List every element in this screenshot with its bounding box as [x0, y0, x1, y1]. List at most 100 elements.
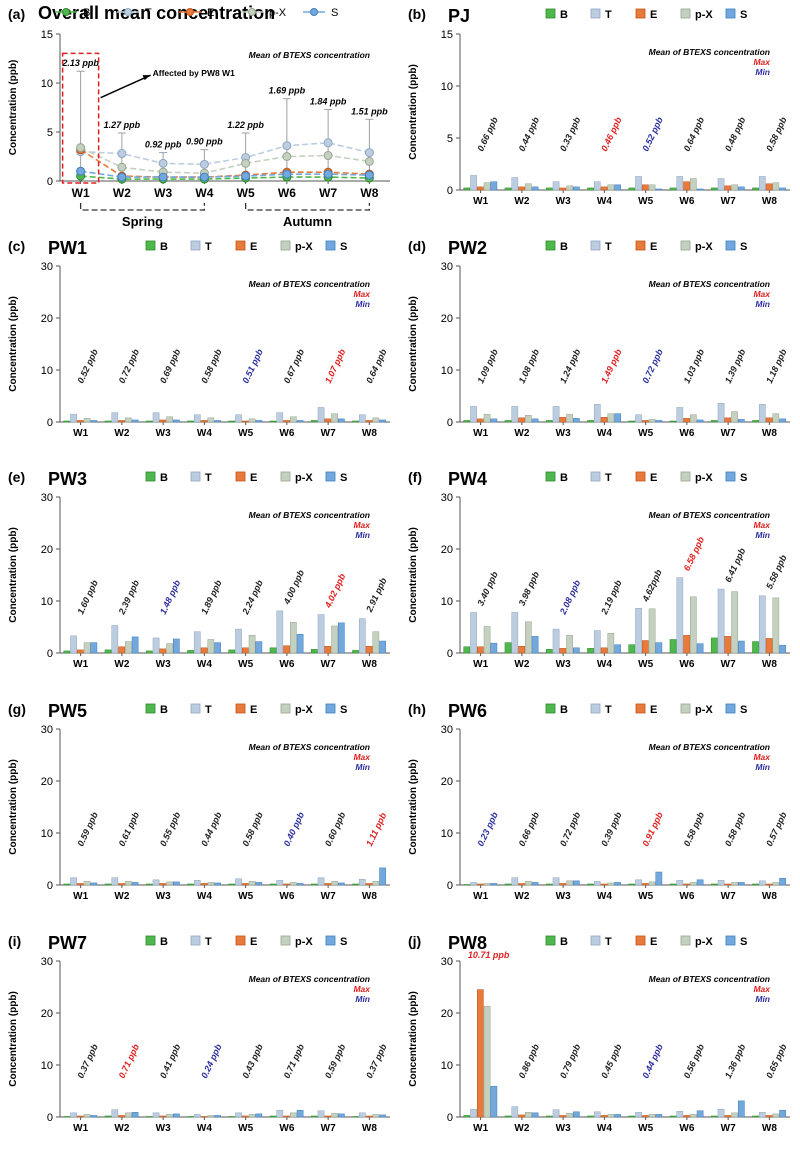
bar-T-W7	[717, 403, 725, 423]
legend-swatch-S	[725, 935, 736, 946]
bar-T-W4	[193, 631, 201, 654]
bar-E-W3	[559, 187, 567, 191]
legend-swatch-E	[635, 471, 646, 482]
bar-p-X-W6	[690, 882, 697, 886]
bar-T-W6	[276, 880, 284, 886]
bar-T-W6	[276, 412, 284, 423]
bar-S-W7	[338, 1113, 345, 1118]
x-tick-label: W6	[279, 659, 294, 670]
x-tick-label: W8	[762, 891, 777, 902]
y-tick-label: 10	[41, 1060, 53, 1072]
bar-B-W7	[310, 883, 318, 886]
bar-E-W1	[476, 989, 484, 1118]
legend-swatch-p-X	[280, 471, 291, 482]
legend-label-E: E	[250, 472, 257, 484]
bar-T-W1	[70, 635, 77, 654]
x-tick-label: W3	[556, 196, 571, 207]
bar-S-W7	[738, 882, 745, 886]
bar-T-W1	[70, 1112, 77, 1118]
bar-E-W2	[518, 883, 525, 886]
legend-swatch-p-X	[680, 935, 691, 946]
bar-B-W2	[104, 1115, 112, 1118]
y-tick-label: 15	[41, 29, 53, 41]
bar-B-W5	[228, 883, 236, 886]
bar-E-W5	[641, 420, 649, 423]
bar-T-W3	[152, 412, 160, 423]
x-tick-label: W4	[195, 186, 213, 200]
bar-S-W3	[173, 881, 180, 886]
bar-p-X-W3	[166, 881, 173, 886]
legend-swatch-B	[145, 703, 156, 714]
x-tick-label: W1	[473, 891, 488, 902]
legend-swatch-E	[235, 935, 246, 946]
mean-label-W8: 0.58 ppb	[764, 115, 789, 153]
point-p-X-W1	[76, 143, 86, 153]
panel-h: (h) PW6 Concentration (ppb) 0 10 20 30 W1 W2 W3 W4…	[408, 701, 790, 902]
legend-swatch-E	[635, 703, 646, 714]
legend-label-p-X: p-X	[295, 704, 313, 716]
legend-label-E: E	[250, 936, 257, 948]
bar-B-W8	[352, 420, 359, 423]
legend-swatch-T	[590, 935, 601, 946]
mean-label-W8: 1.11 ppb	[364, 811, 388, 848]
panel-label: (h)	[408, 701, 426, 717]
bar-B-W4	[587, 187, 594, 191]
legend-label-p-X: p-X	[695, 9, 713, 21]
bar-p-X-W6	[690, 178, 697, 191]
x-tick-label: W5	[237, 186, 255, 200]
bar-E-W8	[765, 417, 773, 423]
bar-E-W7	[324, 645, 332, 654]
bar-B-W8	[352, 1116, 359, 1118]
y-tick-label: 20	[41, 313, 53, 325]
y-tick-label: 10	[441, 81, 453, 93]
bar-B-W2	[504, 642, 512, 654]
bar-T-W1	[470, 406, 477, 423]
bar-S-W7	[738, 1100, 745, 1118]
bar-B-W4	[187, 1116, 194, 1118]
y-tick-label: 10	[441, 596, 453, 608]
point-S-W5	[241, 171, 251, 181]
mean-label-W5: 0.52 ppb	[640, 115, 665, 153]
y-tick-label: 30	[441, 261, 453, 273]
x-tick-label: W5	[238, 1123, 253, 1134]
bar-T-W3	[152, 1112, 160, 1118]
bar-T-W7	[717, 1108, 725, 1118]
point-S-W3	[158, 172, 168, 182]
bar-T-W6	[676, 880, 684, 886]
bar-B-W4	[187, 420, 194, 423]
bar-S-W1	[490, 1086, 498, 1118]
bar-B-W4	[587, 883, 594, 886]
annotation-text: Affected by PW8 W1	[153, 68, 235, 78]
bar-T-W2	[511, 612, 519, 654]
bar-S-W2	[131, 636, 139, 654]
bar-T-W7	[317, 407, 325, 423]
x-tick-label: W2	[114, 891, 129, 902]
bar-S-W3	[573, 186, 580, 191]
bar-E-W8	[765, 183, 773, 191]
x-tick-label: W4	[197, 1123, 212, 1134]
x-tick-label: W2	[514, 1123, 529, 1134]
bar-E-W3	[159, 419, 167, 423]
bar-E-W8	[365, 420, 373, 423]
bar-B-W6	[269, 883, 277, 886]
bar-p-X-W6	[290, 1112, 297, 1118]
point-S-W1	[76, 166, 86, 176]
legend-swatch-T	[590, 8, 601, 19]
bar-p-X-W2	[525, 183, 532, 191]
bar-p-X-W5	[648, 419, 656, 423]
bar-T-W1	[470, 882, 477, 886]
bar-p-X-W3	[166, 416, 173, 423]
mean-label-W3: 0.41 ppb	[158, 1042, 183, 1080]
point-p-X-W8	[364, 156, 374, 166]
y-tick-label: 10	[41, 596, 53, 608]
mean-label-W3: 0.92 ppb	[145, 140, 182, 150]
legend-label-E: E	[650, 936, 657, 948]
bar-B-W4	[187, 650, 194, 654]
bar-E-W2	[518, 186, 525, 191]
mean-label-W3: 0.33 ppb	[558, 115, 583, 153]
bar-S-W4	[614, 1114, 621, 1118]
bar-E-W4	[200, 647, 208, 654]
line-B	[80, 175, 370, 180]
annotation-arrow	[100, 74, 151, 99]
bar-E-W4	[600, 186, 608, 191]
